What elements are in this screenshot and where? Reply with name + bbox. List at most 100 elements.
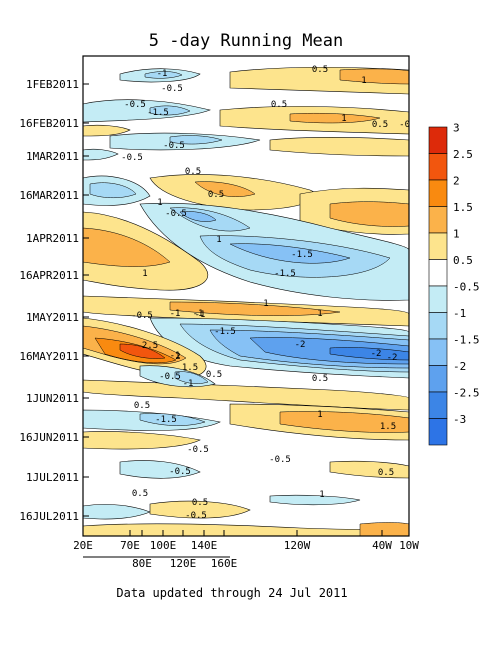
contour-label: -0.5 bbox=[121, 153, 143, 163]
contour-label: 1 bbox=[317, 309, 322, 319]
x-tick-label: 140E bbox=[191, 539, 218, 552]
negative-band bbox=[149, 105, 191, 116]
colorbar-label: -1.5 bbox=[453, 334, 480, 347]
contour-label: -0.5 bbox=[163, 141, 185, 151]
contour-label: 1 bbox=[142, 269, 147, 279]
contour-label: 0.5 bbox=[134, 401, 150, 411]
colorbar-swatch bbox=[428, 259, 448, 287]
y-tick-label: 1JUN2011 bbox=[26, 392, 79, 405]
positive-band bbox=[329, 201, 409, 227]
colorbar-swatch bbox=[428, 206, 448, 234]
negative-band bbox=[89, 182, 137, 198]
x-tick-label: 80E bbox=[132, 557, 152, 570]
contour-label: 0.5 bbox=[192, 498, 208, 508]
y-tick-label: 1MAY2011 bbox=[26, 311, 79, 324]
positive-band bbox=[359, 522, 409, 536]
y-tick-label: 16JUL2011 bbox=[19, 510, 79, 523]
contour-label: -1 bbox=[183, 379, 194, 389]
colorbar-label: -0.5 bbox=[453, 281, 480, 294]
contour-label: -1 bbox=[170, 351, 181, 361]
y-tick-label: 16APR2011 bbox=[19, 269, 79, 282]
colorbar-swatch bbox=[428, 232, 448, 260]
x-axis: 20E 70E 100E 140E 120W 40W 10W 80E 120E 160E bbox=[73, 530, 419, 570]
contour-label: 0.5 bbox=[372, 120, 388, 130]
contour-label: 0.5 bbox=[208, 190, 224, 200]
y-axis: 1FEB2011 16FEB2011 1MAR2011 16MAR2011 1APR20… bbox=[19, 78, 89, 523]
colorbar-swatch bbox=[428, 418, 448, 446]
contour-label: -0.5 bbox=[399, 120, 421, 130]
negative-band bbox=[229, 243, 351, 264]
y-tick-label: 16MAY2011 bbox=[19, 350, 79, 363]
positive-band bbox=[289, 112, 381, 124]
x-tick-label: 70E bbox=[120, 539, 140, 552]
contour-labels: -1-0.50.51-0.5 0.5-1.50.51-0.5-0.5-0.50.5… bbox=[121, 65, 421, 521]
x-tick-label: 100E bbox=[150, 539, 177, 552]
negative-band bbox=[139, 413, 206, 426]
contour-label: 0.5 bbox=[378, 468, 394, 478]
positive-band bbox=[119, 343, 166, 359]
negative-band bbox=[83, 99, 211, 123]
contour-label: -1.5 bbox=[147, 108, 169, 118]
contour-label: -1 bbox=[195, 310, 206, 320]
y-tick-label: 1MAR2011 bbox=[26, 150, 79, 163]
contour-label: 1 bbox=[157, 198, 162, 208]
contour-label: 1 bbox=[317, 410, 322, 420]
x-tick-label: 40W bbox=[372, 539, 392, 552]
contour-label: 0.5 bbox=[132, 489, 148, 499]
contour-label: -0.5 bbox=[165, 209, 187, 219]
contour-label: -1.5 bbox=[291, 250, 313, 260]
contour-label: 1 bbox=[319, 490, 324, 500]
y-tick-label: 1FEB2011 bbox=[26, 78, 79, 91]
positive-band bbox=[149, 500, 251, 519]
contour-label: 1 bbox=[341, 114, 346, 124]
colorbar-swatch bbox=[428, 126, 448, 154]
contour-label: -0.5 bbox=[169, 467, 191, 477]
contour-label: -1.5 bbox=[214, 327, 236, 337]
colorbar-label: 0.5 bbox=[453, 254, 473, 267]
contour-label: 2 bbox=[175, 352, 180, 362]
contour-label: 1.5 bbox=[380, 422, 396, 432]
colorbar-label: 1 bbox=[453, 228, 460, 241]
negative-band bbox=[83, 148, 119, 161]
x-tick-label: 10W bbox=[399, 539, 419, 552]
colorbar-swatch bbox=[428, 391, 448, 419]
contour-label: -0.5 bbox=[124, 100, 146, 110]
positive-band bbox=[269, 137, 409, 157]
colorbar-label: -2.5 bbox=[453, 387, 480, 400]
contour-label: -1 bbox=[157, 69, 168, 79]
colorbar-label: -2 bbox=[453, 360, 466, 373]
x-tick-label: 120W bbox=[284, 539, 311, 552]
contour-label: -0.5 bbox=[131, 311, 153, 321]
contour-label: 0.5 bbox=[271, 100, 287, 110]
y-tick-label: 16FEB2011 bbox=[19, 117, 79, 130]
x-tick-label: 120E bbox=[170, 557, 197, 570]
negative-band bbox=[179, 211, 217, 222]
positive-band bbox=[169, 301, 341, 316]
contour-label: -2 bbox=[371, 349, 382, 359]
positive-band bbox=[83, 227, 171, 267]
colorbar-swatch bbox=[428, 285, 448, 313]
contour-label: -0.5 bbox=[185, 511, 207, 521]
contour-label: -2 bbox=[387, 353, 398, 363]
colorbar-label: -1 bbox=[453, 307, 466, 320]
positive-band bbox=[279, 411, 409, 433]
contour-label: -0.5 bbox=[159, 372, 181, 382]
contour-label: -0.5 bbox=[161, 84, 183, 94]
contour-label: -1 bbox=[170, 309, 181, 319]
colorbar-label: 3 bbox=[453, 122, 460, 135]
positive-band bbox=[339, 68, 409, 85]
contour-label: -1.5 bbox=[274, 269, 296, 279]
plot-area: -1-0.50.51-0.5 0.5-1.50.51-0.5-0.5-0.50.5… bbox=[83, 56, 421, 536]
colorbar-swatch bbox=[428, 153, 448, 181]
contour-label: -1 bbox=[193, 309, 204, 319]
y-tick-label: 1APR2011 bbox=[26, 232, 79, 245]
positive-band bbox=[83, 379, 409, 411]
y-tick-label: 16JUN2011 bbox=[19, 431, 79, 444]
colorbar-swatch bbox=[428, 338, 448, 366]
y-tick-label: 16MAR2011 bbox=[19, 189, 79, 202]
positive-band bbox=[194, 181, 256, 197]
negative-band bbox=[169, 135, 223, 145]
x-tick-label: 160E bbox=[211, 557, 238, 570]
contour-label: -0.5 bbox=[187, 445, 209, 455]
